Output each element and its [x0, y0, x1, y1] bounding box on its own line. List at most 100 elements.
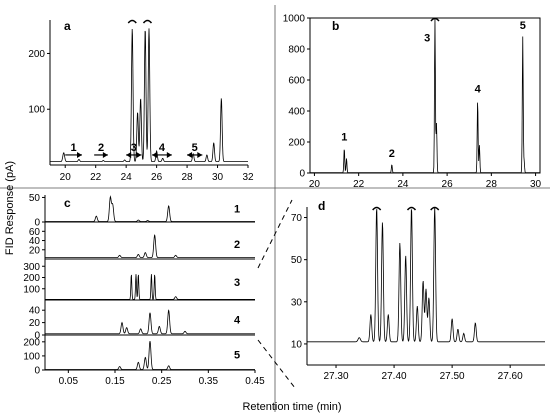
- y-tick-label: 50: [29, 193, 41, 204]
- truncated-peak-mark: [406, 206, 417, 211]
- y-tick-label: 20: [29, 245, 41, 256]
- panel-frames: [0, 5, 550, 412]
- x-tick-label: 30: [530, 179, 542, 190]
- x-tick-label: 30: [212, 172, 224, 183]
- x-tick-label: 22: [90, 172, 102, 183]
- x-tick-label: 32: [242, 172, 254, 183]
- fraction-label: 1: [234, 204, 240, 216]
- chromatogram-trace-a: [50, 28, 248, 163]
- panel-d: 27.30 27.40 27.50 27.60 10 30 50 70 d: [291, 199, 545, 382]
- truncated-peak-mark: [142, 19, 153, 24]
- x-tick-label: 28: [486, 179, 498, 190]
- y-tick-label: 400: [288, 107, 305, 118]
- y-tick-label: 1000: [283, 14, 306, 25]
- fraction-arrowhead: [126, 151, 132, 158]
- panel-label-d: d: [318, 199, 325, 213]
- x-tick-label: 20: [309, 179, 321, 190]
- fraction-arrowhead: [197, 151, 203, 158]
- x-tick-label: 28: [182, 172, 194, 183]
- fraction-label: 5: [192, 142, 198, 154]
- y-tick-label: 0: [299, 169, 305, 180]
- x-tick-label: 27.30: [324, 371, 349, 382]
- chromatogram-trace-c5: [45, 341, 255, 370]
- y-tick-label: 10: [291, 339, 303, 350]
- x-tick-label: 0.05: [59, 376, 79, 387]
- x-tick-label: 27.40: [382, 371, 407, 382]
- fraction-label: 2: [98, 142, 104, 154]
- y-tick-label: 40: [29, 236, 41, 247]
- fraction-label: 3: [131, 142, 137, 154]
- truncated-peak-mark: [430, 17, 440, 22]
- zoom-line-bottom: [257, 339, 296, 389]
- y-tick-label: 50: [291, 255, 303, 266]
- x-tick-label: 0.15: [105, 376, 125, 387]
- y-tick-label: 30: [291, 297, 303, 308]
- x-tick-label: 26: [442, 179, 454, 190]
- peak-label: 3: [424, 32, 430, 44]
- chromatogram-trace-c1: [45, 195, 255, 222]
- x-tick-label: 27.50: [440, 371, 465, 382]
- y-tick-label: 200: [28, 49, 45, 60]
- truncated-peak-mark: [372, 206, 382, 211]
- y-axis-title: FID Response (pA): [4, 161, 16, 255]
- truncated-peak-mark: [127, 19, 137, 24]
- y-tick-label: 100: [23, 284, 40, 295]
- x-tick-label: 0.45: [245, 376, 265, 387]
- zoom-line-top: [257, 199, 293, 269]
- panel-label-c: c: [64, 196, 71, 210]
- peak-label: 2: [389, 148, 395, 160]
- y-tick-label: 100: [23, 351, 40, 362]
- y-tick-label: 600: [288, 76, 305, 87]
- chromatogram-trace-c2: [45, 234, 255, 259]
- chromatogram-trace-b: [310, 17, 540, 174]
- y-tick-label: 0: [34, 331, 40, 342]
- fraction-label: 5: [234, 350, 240, 362]
- peak-label: 5: [520, 20, 526, 32]
- panel-label-b: b: [332, 19, 339, 33]
- x-tick-label: 20: [60, 172, 72, 183]
- fraction-arrowhead: [102, 151, 108, 158]
- x-axis-title: Retention time (min): [242, 401, 341, 413]
- fraction-label: 1: [71, 142, 77, 154]
- y-tick-label: 800: [288, 45, 305, 56]
- fraction-arrowhead: [136, 151, 142, 158]
- x-tick-label: 26: [151, 172, 163, 183]
- y-tick-label: 0: [34, 366, 40, 377]
- y-tick-label: 200: [23, 337, 40, 348]
- peak-label: 1: [341, 132, 347, 144]
- y-tick-label: 60: [29, 227, 41, 238]
- panel-label-a: a: [64, 19, 71, 33]
- chromatogram-trace-c3: [45, 274, 255, 300]
- y-tick-label: 70: [291, 213, 303, 224]
- x-tick-label: 0.25: [152, 376, 172, 387]
- zoom-links: [257, 199, 296, 389]
- y-tick-label: 20: [29, 318, 41, 329]
- y-tick-label: 0: [34, 218, 40, 229]
- y-tick-label: 100: [28, 105, 45, 116]
- chromatogram-trace-d: [307, 207, 545, 343]
- x-tick-label: 22: [353, 179, 365, 190]
- y-tick-label: 200: [23, 273, 40, 284]
- fraction-label: 4: [234, 315, 241, 327]
- fraction-label: 4: [159, 142, 166, 154]
- panel-a: 20 22 24 26 28 30 32 100 200 1 2 3 4 5 a: [28, 19, 254, 183]
- fraction-label: 2: [234, 239, 240, 251]
- y-tick-label: 300: [23, 262, 40, 273]
- panel-b: 20 22 24 26 28 30 0 200 400 600 800 1000 1 2 3 4 5 b: [283, 14, 542, 191]
- fraction-arrowhead: [187, 151, 193, 158]
- x-tick-label: 27.60: [498, 371, 523, 382]
- fraction-label: 3: [234, 277, 240, 289]
- x-tick-label: 0.35: [199, 376, 219, 387]
- fraction-arrowhead: [152, 151, 158, 158]
- peak-label: 4: [475, 84, 482, 96]
- fraction-arrowhead: [166, 151, 172, 158]
- x-tick-label: 24: [121, 172, 133, 183]
- x-tick-label: 24: [397, 179, 409, 190]
- fraction-arrowhead: [76, 151, 82, 158]
- truncated-peak-mark: [430, 206, 440, 211]
- y-tick-label: 40: [29, 306, 41, 317]
- y-tick-label: 200: [288, 138, 305, 149]
- chromatogram-trace-c4: [45, 309, 255, 335]
